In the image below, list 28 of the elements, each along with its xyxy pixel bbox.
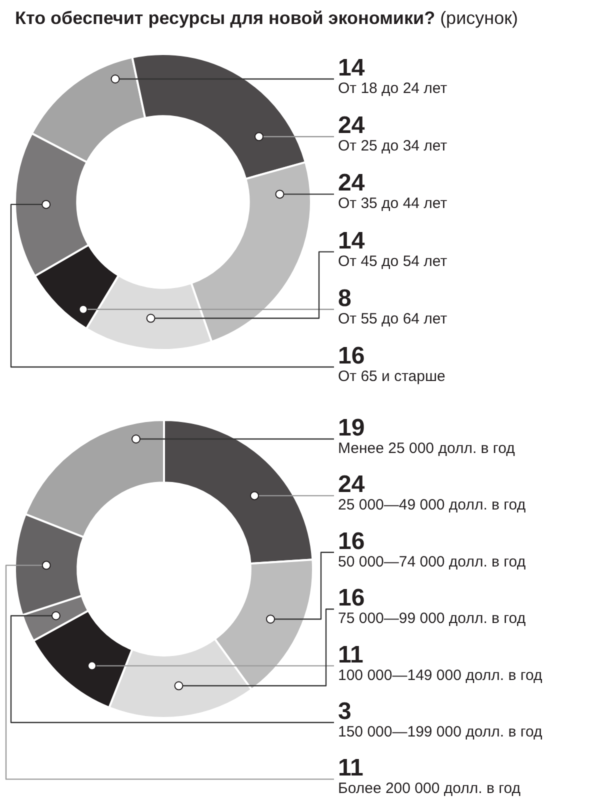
slice-label: 150 000—199 000 долл. в год [338,724,543,740]
slice-label: От 55 до 64 лет [338,310,448,328]
data-label: 16 [338,584,365,612]
slice-label: 25 000—49 000 долл. в год [338,496,526,514]
slice-label: От 18 до 24 лет [338,80,448,97]
slice-label: От 35 до 44 лет [338,195,448,212]
data-label: 14 [338,227,366,254]
slice-label: 100 000—149 000 долл. в год [338,666,543,684]
data-label: 19 [338,414,365,442]
data-label: 24 [338,170,366,197]
slice-label: Менее 25 000 долл. в год [338,440,516,457]
data-label: 16 [338,528,365,555]
data-label: 16 [338,342,365,370]
slice-label: 75 000—99 000 долл. в год [338,610,526,628]
data-label: 24 [338,471,366,498]
data-label: 24 [338,112,366,140]
chart-title: Кто обеспечит ресурсы для новой экономики? [15,8,436,28]
slice-label: От 65 и старше [338,368,446,385]
slice-label: От 25 до 34 лет [338,138,448,155]
data-label: 8 [338,284,352,312]
data-label: 14 [338,54,366,82]
chart-subtitle: (рисунок) [440,8,518,28]
data-label: 11 [338,754,364,782]
data-label: 3 [338,698,352,725]
slice-label: 50 000—74 000 долл. в год [338,553,526,570]
data-label: 11 [338,641,364,668]
slice-label: От 45 до 54 лет [338,252,448,270]
slice-label: Более 200 000 долл. в год [338,780,521,798]
